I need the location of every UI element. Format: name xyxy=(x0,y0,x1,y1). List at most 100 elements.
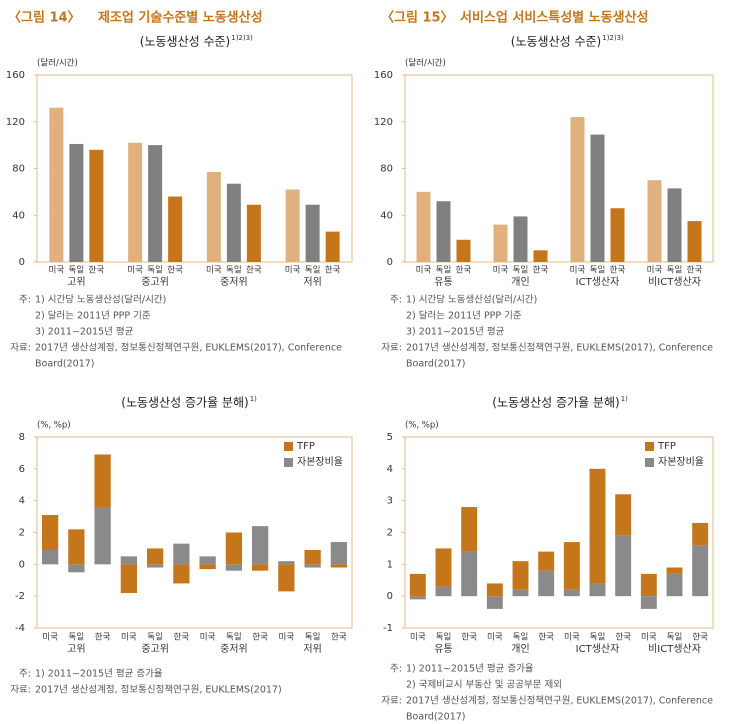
x-tick-label: 미국 xyxy=(200,633,216,643)
y-axis-label: (%, %p) xyxy=(37,421,71,431)
bar-segment xyxy=(330,542,348,565)
bar xyxy=(128,142,143,262)
bar-segment xyxy=(330,564,348,568)
x-tick-label: 미국 xyxy=(279,633,295,643)
figure-title: 제조업 기술수준별 노동생산성 xyxy=(98,10,263,26)
bar xyxy=(49,107,64,262)
y-tick-label: 8 xyxy=(19,432,25,443)
bar xyxy=(533,250,548,262)
bar-segment xyxy=(615,494,632,536)
note-text: 2) 달러는 2011년 PPP 기준 xyxy=(35,310,151,322)
series-label: 한국 xyxy=(89,266,105,276)
series-label: 한국 xyxy=(246,266,262,276)
bar xyxy=(513,216,528,262)
bar xyxy=(89,149,104,262)
series-label: 독일 xyxy=(667,266,683,276)
y-tick-label: 120 xyxy=(6,117,25,128)
y-tick-label: -1 xyxy=(383,623,393,634)
y-tick-label: 160 xyxy=(374,70,393,81)
bar-segment xyxy=(94,454,111,508)
chart-subtitle: (노동생산성 증가율 분해) xyxy=(121,396,248,410)
x-tick-label: 미국 xyxy=(410,633,426,643)
legend-swatch xyxy=(645,442,654,451)
bar xyxy=(610,208,625,262)
subtitle-note: 1)2)3) xyxy=(602,34,624,42)
subtitle-note: 1) xyxy=(621,395,628,403)
bar xyxy=(493,224,508,262)
bar-segment xyxy=(563,589,580,597)
group-label: 저위 xyxy=(303,642,321,655)
x-tick-label: 한국 xyxy=(174,633,190,643)
x-tick-label: 비ICT생산자 xyxy=(648,276,701,288)
series-label: 한국 xyxy=(610,266,626,276)
y-tick-label: 2 xyxy=(19,528,25,539)
y-tick-label: 80 xyxy=(12,164,25,175)
x-tick-label: 저위 xyxy=(303,275,321,288)
bar xyxy=(285,189,300,262)
bar-segment xyxy=(486,583,503,597)
group-label: 유통 xyxy=(434,643,452,655)
y-tick-label: 160 xyxy=(6,70,25,81)
bar-segment xyxy=(692,522,709,546)
plot-frame xyxy=(404,74,714,263)
group-label: 비ICT생산자 xyxy=(648,643,701,655)
series-label: 독일 xyxy=(436,266,452,276)
note-prefix: 주: xyxy=(390,664,402,675)
note-prefix: 자료: xyxy=(381,696,402,707)
bar-segment xyxy=(512,561,529,590)
bar-segment xyxy=(304,564,321,568)
figure-label: 〈그림 15〉 xyxy=(381,10,454,26)
bar xyxy=(148,145,163,262)
bar xyxy=(168,196,183,262)
x-tick-label: 독일 xyxy=(69,633,85,643)
series-label: 독일 xyxy=(69,266,85,276)
bar-segment xyxy=(563,542,580,590)
bar xyxy=(456,239,471,262)
chart-subtitle: (노동생산성 증가율 분해) xyxy=(492,396,619,410)
x-tick-label: 독일 xyxy=(147,633,163,643)
chart-subtitle: (노동생산성 수준) xyxy=(140,35,230,49)
bar-segment xyxy=(538,570,555,597)
legend-swatch xyxy=(284,458,293,467)
note-text: 1) 2011∼2015년 평균 증가율 xyxy=(35,669,163,680)
y-axis-label: (%, %p) xyxy=(405,421,439,431)
note-text: 1) 2011∼2015년 평균 증가율 xyxy=(406,664,534,675)
x-tick-label: 중저위 xyxy=(220,275,248,288)
group-label: ICT생산자 xyxy=(576,643,620,655)
bar-segment xyxy=(225,564,243,571)
series-label: 한국 xyxy=(167,266,183,276)
note-text: 2) 국제비교시 부동산 및 공공부문 제외 xyxy=(406,679,562,691)
y-tick-label: 4 xyxy=(387,464,393,475)
y-tick-label: 6 xyxy=(19,464,25,475)
bar-segment xyxy=(512,589,529,597)
bar-segment xyxy=(589,583,606,597)
note-prefix: 주: xyxy=(390,295,402,306)
y-tick-label: 2 xyxy=(387,528,393,539)
legend-label: TFP xyxy=(296,441,315,452)
bar xyxy=(416,191,431,262)
plot-frame xyxy=(36,74,353,263)
bar-segment xyxy=(461,507,478,552)
bar-segment xyxy=(461,551,478,597)
note-prefix: 주: xyxy=(19,669,31,680)
y-tick-label: 40 xyxy=(12,210,25,221)
bar xyxy=(246,204,261,262)
bar xyxy=(226,183,241,262)
note-prefix: 주: xyxy=(19,295,31,306)
subtitle-note: 1) xyxy=(250,395,257,403)
bar-segment xyxy=(692,545,709,597)
series-label: 한국 xyxy=(533,266,549,276)
note-text: 2017년 생산성계정, 정보통신정책연구원, EUKLEMS(2017), C… xyxy=(406,342,713,354)
series-label: 독일 xyxy=(305,266,321,276)
y-tick-label: 3 xyxy=(387,496,393,507)
x-tick-label: 독일 xyxy=(305,633,321,643)
x-tick-label: 미국 xyxy=(121,633,137,643)
bar-segment xyxy=(68,529,85,565)
series-label: 미국 xyxy=(49,266,65,276)
y-tick-label: 0 xyxy=(19,559,25,570)
bar xyxy=(206,172,221,262)
note-text: Board(2017) xyxy=(406,712,466,723)
note-prefix: 자료: xyxy=(381,343,402,354)
bar-segment xyxy=(251,564,269,571)
